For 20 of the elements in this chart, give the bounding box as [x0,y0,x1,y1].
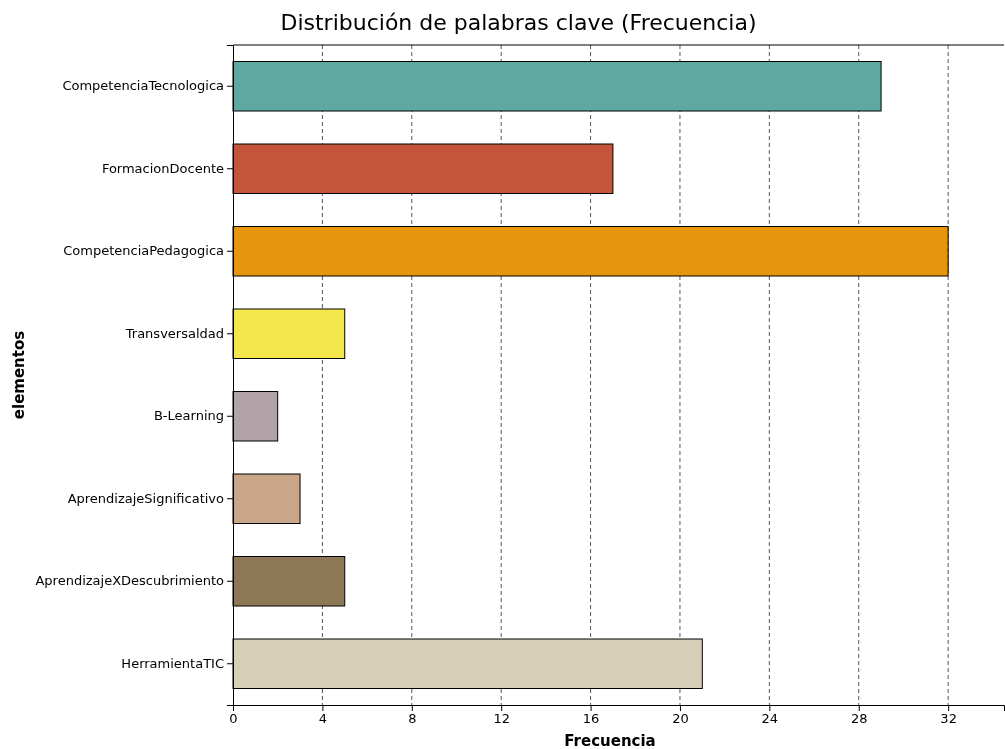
x-tick-label: 4 [318,711,328,727]
y-tick-label: Transversaldad [124,325,224,341]
x-tick-label: 0 [229,711,238,727]
x-tick-label: 20 [672,711,689,727]
x-tick-label: 16 [582,711,600,727]
x-tick-label: 24 [761,711,779,727]
y-tick-label: AprendizajeXDescubrimiento [35,573,225,589]
x-tick-label: 32 [940,711,957,727]
y-tick-label: B-Learning [153,408,224,424]
y-tick-label: FormacionDocente [101,160,224,176]
x-axis-title: Frecuencia [564,732,656,749]
x-tick-label: 28 [850,711,868,727]
y-tick-label: HerramientaTIC [121,655,224,671]
x-tick-label: 12 [493,711,510,727]
y-tick-label: CompetenciaPedagogica [63,243,224,259]
y-axis-title: elementos [10,330,28,420]
chart-title: Distribución de palabras clave (Frecuencia) [280,10,757,35]
y-tick-label: AprendizajeSignificativo [67,490,225,506]
x-tick-label: 8 [408,711,417,727]
y-tick-label: CompetenciaTecnologica [62,78,224,94]
